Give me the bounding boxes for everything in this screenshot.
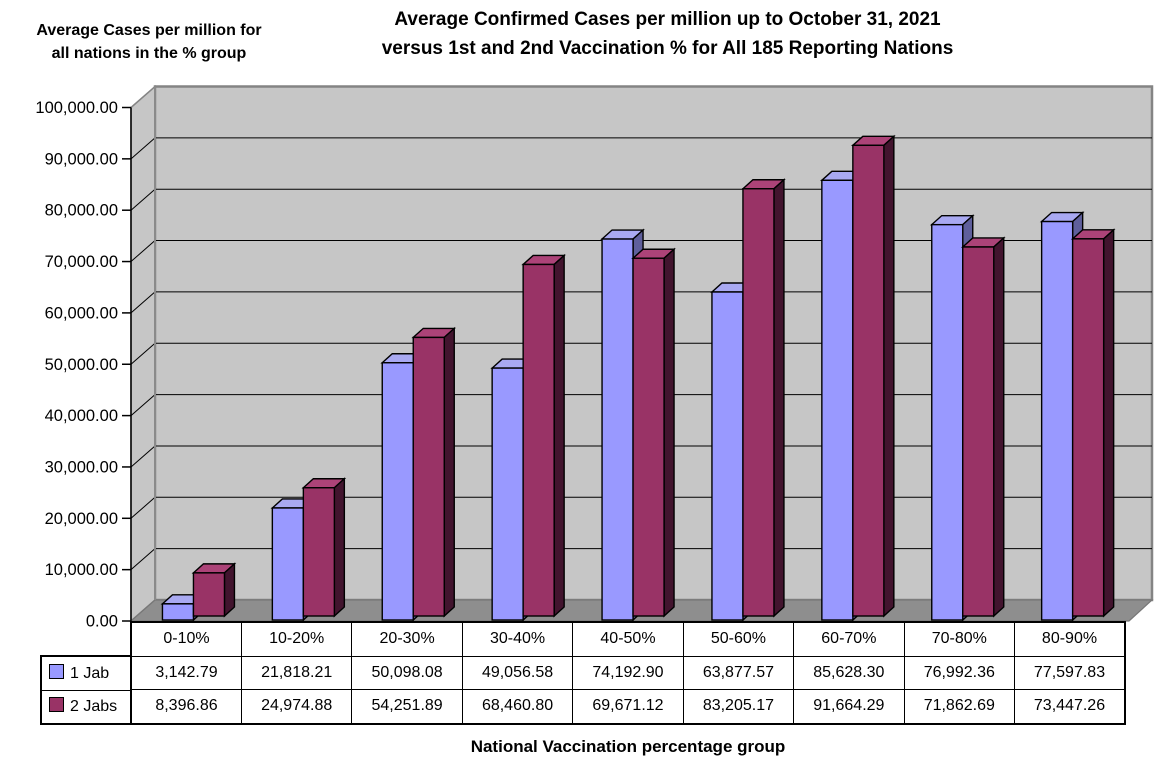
legend-row: 2 Jabs (40, 689, 132, 725)
bar-1jab-50-60%-front (711, 291, 744, 621)
chart-title-line1: Average Confirmed Cases per million up t… (394, 9, 941, 30)
value-cell: 74,192.90 (572, 655, 684, 690)
y-tick-label: 90,000.00 (45, 150, 118, 168)
bar-1jab-10-20%-front (271, 507, 305, 621)
category-cell: 30-40% (461, 621, 574, 657)
y-tick-label: 40,000.00 (45, 407, 118, 425)
category-cell: 0-10% (130, 621, 242, 657)
value-cell: 68,460.80 (461, 689, 574, 724)
bar-2jabs-20-30%-front (412, 336, 445, 617)
y-tick-label: 60,000.00 (45, 304, 118, 322)
bar-2jabs-40-50%-side (663, 247, 675, 618)
y-tick-label: 70,000.00 (45, 253, 118, 271)
bar-1jab-20-30%-front (381, 362, 414, 621)
value-row-2-jabs: 8,396.86 24,974.88 54,251.89 68,460.80 69,67… (130, 689, 1126, 724)
category-cell: 10-20% (240, 621, 353, 657)
value-row-1-jab: 3,142.79 21,818.21 50,098.08 49,056.58 74,19… (130, 655, 1126, 690)
value-cell: 91,664.29 (793, 689, 905, 724)
sidewall-gridline (130, 188, 156, 211)
y-tick-label: 50,000.00 (45, 356, 118, 374)
y-tick-label: 100,000.00 (35, 99, 118, 117)
sidewall-gridline (130, 240, 156, 262)
value-cell: 50,098.08 (351, 655, 463, 690)
category-cell: 20-30% (351, 621, 463, 657)
bar-1jab-80-90%-front (1040, 220, 1074, 621)
value-cell: 85,628.30 (793, 655, 905, 690)
category-cell: 60-70% (793, 621, 905, 657)
value-cell: 77,597.83 (1014, 655, 1126, 690)
sidewall-gridline (130, 445, 156, 468)
y-tick-label: 0.00 (86, 613, 118, 631)
legend-swatch-2-jabs (49, 697, 64, 713)
bar-2jabs-50-60%-front (742, 188, 775, 617)
sidewall-gridline (130, 496, 156, 519)
sidewall-gridline (130, 137, 156, 160)
value-cell: 54,251.89 (351, 689, 463, 724)
legend: 1 Jab 2 Jabs (40, 655, 132, 725)
bar-2jabs-0-10%-side (223, 562, 236, 618)
legend-swatch-1-jab (49, 663, 64, 679)
category-cell: 40-50% (572, 621, 684, 657)
y-axis-title: Average Cases per million for all nation… (4, 20, 294, 65)
legend-cell: 1 Jab (40, 655, 132, 691)
bar-2jabs-50-60%-side (773, 178, 785, 618)
bar-2jabs-10-20%-front (302, 487, 336, 617)
bar-2jabs-10-20%-side (333, 477, 346, 618)
bar-2jabs-30-40%-front (522, 263, 555, 617)
chart-title-line2: versus 1st and 2nd Vaccination % for All… (381, 37, 954, 59)
value-cell: 63,877.57 (682, 655, 795, 690)
legend-cell: 2 Jabs (40, 689, 132, 725)
value-cell: 3,142.79 (130, 655, 242, 690)
bar-2jabs-60-70%-front (852, 144, 885, 617)
y-tick-label: 10,000.00 (45, 561, 118, 579)
value-cell: 49,056.58 (461, 655, 574, 690)
bar-2jabs-80-90%-front (1071, 238, 1105, 617)
y-tick-label: 20,000.00 (45, 510, 118, 528)
sidewall-gridline (130, 291, 156, 314)
bar-2jabs-70-80%-side (993, 236, 1005, 618)
data-table: 0-10% 10-20% 20-30% 30-40% 40-50% 50-60% 60-70… (130, 621, 1126, 725)
bar-2jabs-40-50%-front (632, 257, 665, 617)
bar-2jabs-0-10%-front (192, 572, 226, 617)
category-cell: 50-60% (682, 621, 795, 657)
category-cell: 80-90% (1014, 621, 1126, 657)
bar-1jab-30-40%-front (491, 367, 524, 621)
bar-2jabs-80-90%-side (1102, 228, 1115, 618)
bar-2jabs-60-70%-side (883, 134, 895, 618)
bar-2jabs-70-80%-front (962, 246, 995, 617)
y-axis-title-line1: Average Cases per million for (36, 22, 262, 39)
y-tick-label: 80,000.00 (45, 202, 118, 220)
value-cell: 69,671.12 (572, 689, 684, 724)
bar-1jab-70-80%-front (931, 223, 964, 621)
bar-1jab-40-50%-front (601, 238, 634, 621)
value-cell: 83,205.17 (682, 689, 795, 724)
bar-1jab-0-10%-front (161, 603, 195, 621)
category-cell: 70-80% (903, 621, 1016, 657)
legend-label: 2 Jabs (70, 698, 118, 716)
category-row: 0-10% 10-20% 20-30% 30-40% 40-50% 50-60% 60-70… (130, 621, 1126, 657)
value-cell: 24,974.88 (240, 689, 353, 724)
value-cell: 8,396.86 (130, 689, 242, 724)
sidewall-gridline (130, 342, 156, 365)
bar-1jab-60-70%-front (821, 179, 854, 621)
legend-label: 1 Jab (70, 664, 110, 682)
y-tick-label: 30,000.00 (45, 458, 118, 476)
value-cell: 71,862.69 (903, 689, 1016, 724)
x-axis-title: National Vaccination percentage group (470, 737, 786, 756)
sidewall-gridline (130, 548, 156, 571)
value-cell: 21,818.21 (240, 655, 353, 690)
value-cell: 73,447.26 (1014, 689, 1126, 724)
chart-title: Average Confirmed Cases per million up t… (295, 6, 1040, 63)
y-axis-title-line2: all nations in the % group (51, 44, 247, 62)
sidewall-gridline (130, 394, 156, 416)
bar-2jabs-30-40%-side (553, 253, 565, 618)
value-cell: 76,992.36 (903, 655, 1016, 690)
legend-row: 1 Jab (40, 655, 132, 691)
bar-2jabs-20-30%-side (443, 326, 455, 618)
